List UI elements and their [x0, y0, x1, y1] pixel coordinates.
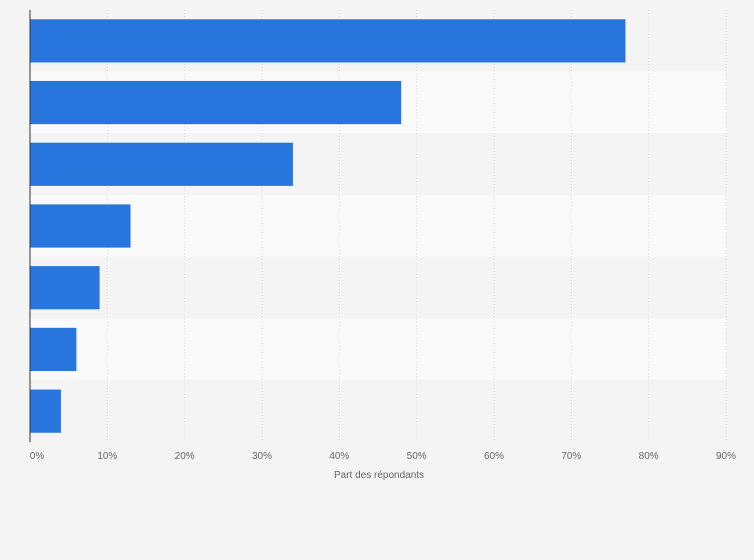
bar — [30, 80, 402, 125]
x-tick-label: 30% — [252, 451, 272, 462]
x-tick-label: 70% — [561, 451, 581, 462]
bar — [30, 389, 61, 433]
row-band — [30, 380, 726, 442]
row-bands — [30, 10, 726, 442]
x-tick-label: 20% — [175, 451, 195, 462]
bar — [30, 142, 293, 186]
x-tick-label: 50% — [407, 451, 427, 462]
x-tick-label: 10% — [97, 451, 117, 462]
x-tick-label: 40% — [329, 451, 349, 462]
x-tick-label: 60% — [484, 451, 504, 462]
bar — [30, 266, 100, 310]
x-tick-label: 90% — [716, 451, 736, 462]
row-band — [30, 195, 726, 257]
bar — [30, 327, 77, 372]
x-tick-label: 80% — [639, 451, 659, 462]
bar — [30, 204, 131, 248]
x-tick-label: 0% — [30, 451, 45, 462]
row-band — [30, 318, 726, 381]
x-axis-ticks: 0% 10% 20% 30% 40% 50% 60% 70% 80% 90% — [30, 451, 736, 462]
x-axis-title: Part des répondants — [334, 470, 424, 481]
bars — [30, 19, 626, 433]
row-band — [30, 256, 726, 319]
bar — [30, 19, 626, 63]
